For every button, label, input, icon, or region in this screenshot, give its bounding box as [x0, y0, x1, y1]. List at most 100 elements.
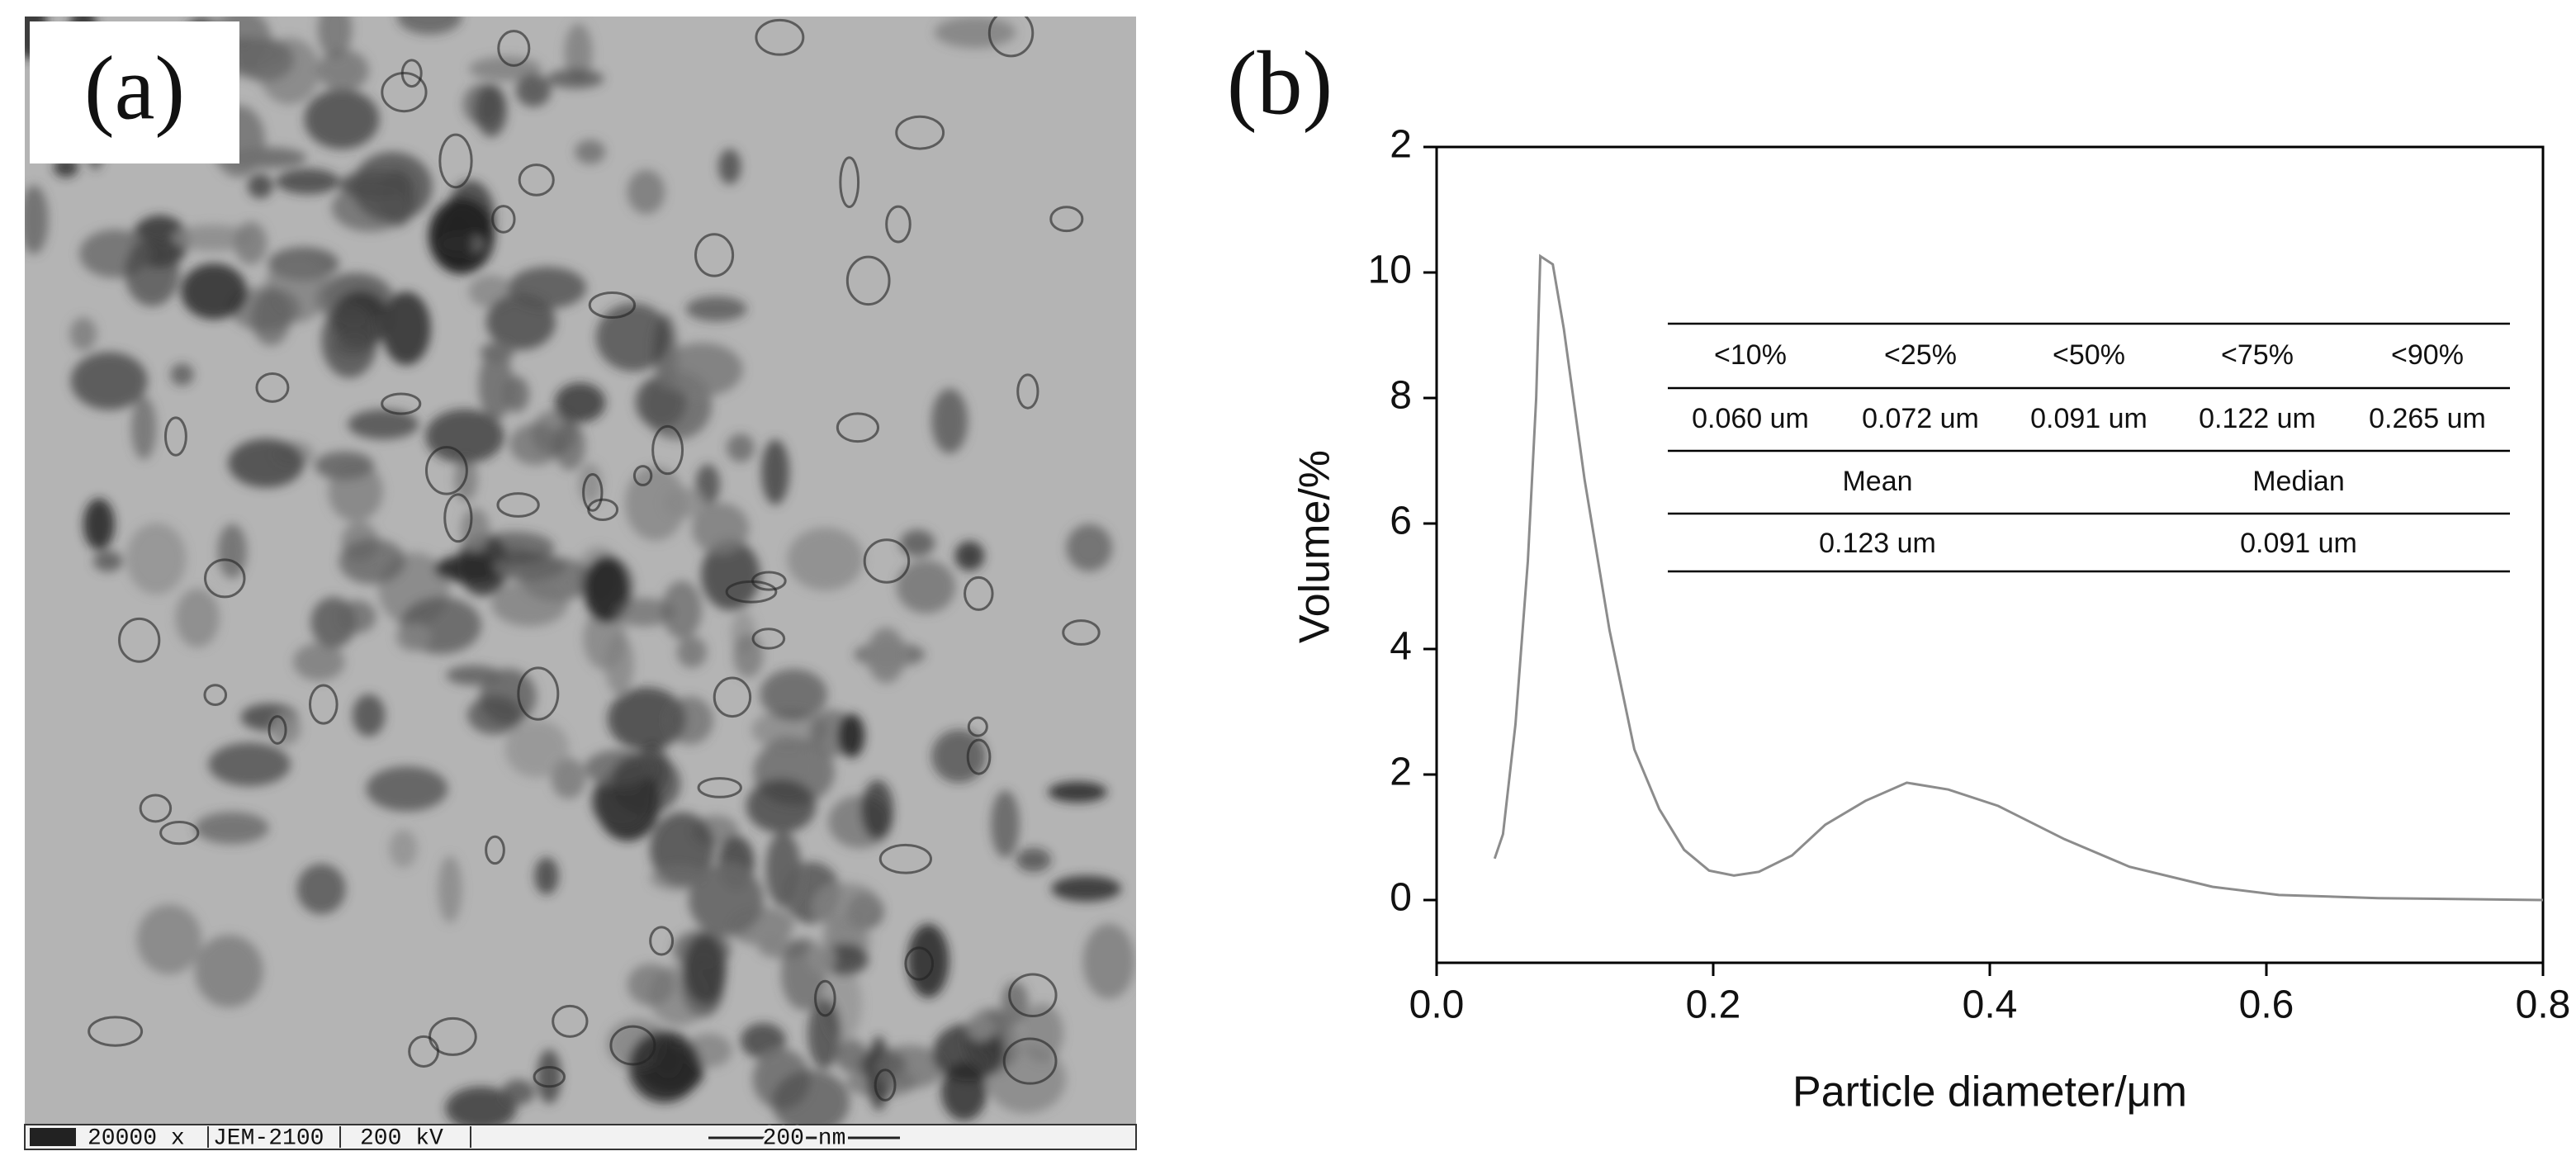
- particle: [131, 396, 157, 460]
- particle-edge: [518, 163, 555, 197]
- x-tick-label: 0.8: [2516, 983, 2571, 1027]
- particle: [661, 580, 702, 639]
- label-box: [30, 21, 239, 163]
- particle: [395, 622, 430, 651]
- particle: [70, 352, 148, 410]
- particle-edge: [836, 412, 880, 443]
- particle: [293, 642, 345, 681]
- table-header: <90%: [2391, 339, 2464, 371]
- panel-label: (b): [1227, 32, 1333, 133]
- particle: [866, 627, 906, 684]
- particle: [515, 73, 552, 107]
- particle: [389, 829, 418, 868]
- table-cell: 0.060 um: [1692, 403, 1809, 434]
- particle-edge: [845, 255, 891, 306]
- y-tick-label: 0: [1390, 876, 1412, 920]
- chart: 0 2 4 6 8 10 2 0.0 0.2 0.4 0.6 0.8 Particle diameter…: [1291, 123, 2571, 1116]
- particle: [126, 523, 187, 595]
- particle: [25, 185, 49, 254]
- particle-edge: [443, 493, 473, 543]
- particle-edge: [424, 446, 468, 495]
- particle: [787, 527, 864, 591]
- particle-edge: [308, 684, 339, 725]
- y-axis-title: Volume/%: [1291, 450, 1339, 643]
- particle: [352, 694, 386, 737]
- particle: [445, 1087, 517, 1125]
- particle: [366, 766, 448, 812]
- particle: [554, 382, 606, 423]
- particle-edge: [1062, 619, 1101, 646]
- particle: [339, 538, 406, 585]
- particle-edge: [255, 372, 290, 403]
- particle: [760, 669, 828, 721]
- tem-image: [25, 17, 1136, 1125]
- particle-edge: [895, 115, 945, 150]
- particle-edge: [874, 1068, 897, 1102]
- particle-edge: [163, 416, 187, 457]
- particle: [381, 291, 431, 366]
- particle-edge: [649, 926, 675, 956]
- particle: [607, 687, 686, 751]
- particle-edge: [429, 1016, 477, 1056]
- particle-edge: [533, 1066, 566, 1088]
- particle-edge: [987, 17, 1035, 58]
- particle-edge: [609, 1025, 656, 1066]
- footer-bar: [24, 1124, 1137, 1150]
- particle: [438, 855, 462, 923]
- particle-edge: [904, 946, 935, 981]
- particle: [348, 409, 419, 440]
- particle-edge: [1049, 206, 1084, 233]
- particle: [836, 1039, 869, 1073]
- particle: [296, 864, 346, 915]
- particle: [809, 944, 836, 973]
- particle: [92, 550, 123, 572]
- footer-text: 200 nm: [763, 1125, 846, 1151]
- particle-edge: [268, 715, 287, 745]
- particle: [315, 451, 375, 481]
- particle: [175, 588, 220, 648]
- plot-frame: [1435, 145, 2545, 964]
- particle: [684, 933, 727, 1004]
- particle: [896, 560, 956, 614]
- particle: [662, 487, 706, 519]
- footer-icon: [30, 1128, 76, 1146]
- x-tick-label: 0.0: [1409, 983, 1465, 1027]
- footer-text: 200 kV: [360, 1125, 443, 1151]
- particle: [438, 216, 474, 268]
- particle: [661, 342, 743, 397]
- particle-edge: [582, 472, 604, 512]
- x-tick-label: 0.6: [2239, 983, 2294, 1027]
- particle: [954, 541, 985, 571]
- y-tick-label: 10: [1368, 249, 1412, 292]
- particle: [595, 303, 671, 372]
- particle: [676, 636, 708, 668]
- particle-edge: [517, 666, 560, 721]
- table-header: <10%: [1714, 339, 1787, 371]
- particle-edge: [713, 676, 752, 718]
- particle: [1051, 875, 1122, 902]
- particle-edge: [159, 820, 200, 846]
- particle: [478, 349, 514, 421]
- particle: [685, 296, 747, 322]
- table-cell: 0.123 um: [1819, 528, 1936, 559]
- x-tick-label: 0.4: [1963, 983, 2018, 1027]
- particle: [276, 168, 340, 195]
- particle-edge: [751, 628, 786, 650]
- particle-edge: [725, 580, 778, 604]
- y-tick-label: 8: [1390, 374, 1412, 418]
- particle: [610, 753, 681, 815]
- particle: [503, 376, 529, 413]
- particle: [761, 439, 789, 505]
- particle: [537, 1049, 561, 1104]
- particle-edge: [863, 538, 911, 584]
- particle: [907, 923, 949, 998]
- particle-edge: [497, 30, 531, 67]
- particle: [501, 1079, 535, 1106]
- particle-edge: [139, 794, 173, 823]
- particle: [461, 508, 490, 552]
- particle: [746, 779, 817, 833]
- particle: [247, 173, 273, 199]
- particle: [575, 140, 606, 164]
- particle-edge: [885, 205, 912, 244]
- particle: [861, 779, 894, 840]
